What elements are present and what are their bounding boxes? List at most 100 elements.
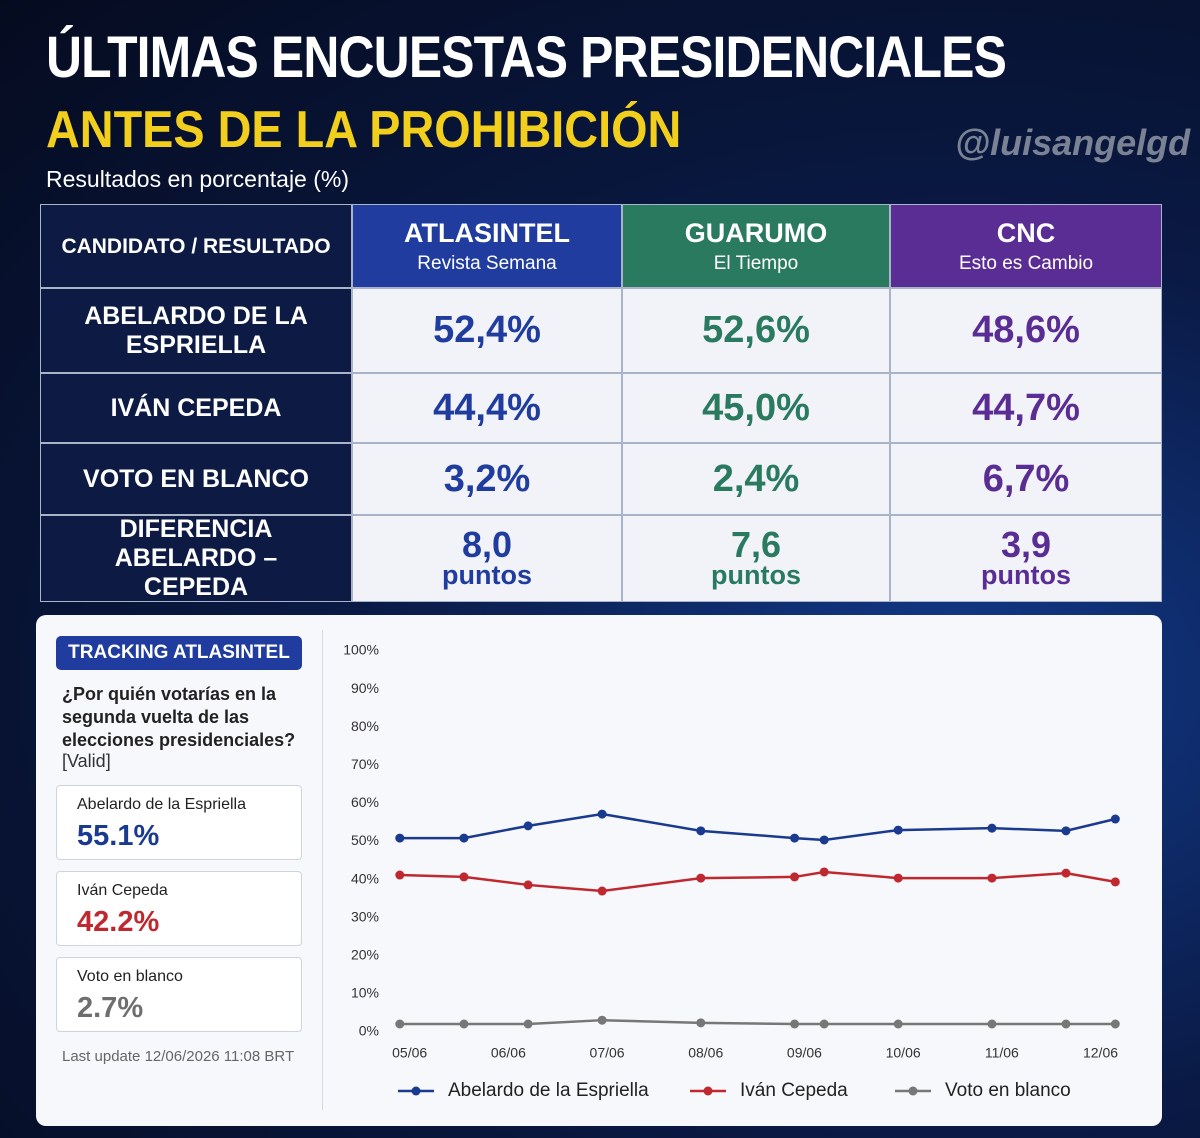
card-label: Voto en blanco	[77, 968, 183, 985]
series-line	[399, 812, 1116, 842]
panel	[36, 615, 1162, 1126]
point	[1061, 826, 1071, 836]
subtitle: ANTES DE LA PROHIBICIÓN	[46, 101, 682, 159]
note: Resultados en porcentaje (%)	[46, 166, 349, 192]
x-tick-label: 12/06	[1083, 1045, 1118, 1061]
point	[819, 867, 829, 877]
point	[597, 1015, 607, 1025]
point	[459, 1019, 469, 1029]
x-tick-label: 05/06	[392, 1045, 427, 1061]
value-cell: 6,7%	[890, 443, 1162, 515]
point	[790, 872, 800, 882]
point	[987, 873, 997, 883]
row-label: IVÁN CEPEDA	[40, 373, 352, 443]
value: 7,6	[730, 523, 782, 565]
pollster-header: ATLASINTEL Revista Semana	[352, 204, 622, 288]
point	[523, 821, 533, 831]
point	[819, 1019, 829, 1029]
card-value: 42.2%	[77, 906, 160, 938]
series-line	[399, 870, 1116, 893]
y-tick-label: 30%	[351, 908, 379, 924]
legend-label: Abelardo de la Espriella	[448, 1080, 649, 1101]
pollster-header: CNC Esto es Cambio	[890, 204, 1162, 288]
card-value: 2.7%	[77, 992, 144, 1024]
point	[395, 833, 405, 843]
point	[395, 870, 405, 880]
corner-cell: CANDIDATO / RESULTADO	[40, 204, 352, 288]
pollster-source: Esto es Cambio	[958, 252, 1094, 274]
value-cell: 44,4%	[352, 373, 622, 443]
pollster-source: El Tiempo	[713, 252, 799, 274]
point	[1110, 877, 1120, 887]
point	[987, 823, 997, 833]
legend-label: Voto en blanco	[945, 1080, 1071, 1101]
x-tick-label: 11/06	[985, 1045, 1019, 1061]
point	[1110, 1019, 1120, 1029]
y-tick-label: 90%	[351, 680, 379, 696]
point	[696, 873, 706, 883]
legend-label: Iván Cepeda	[740, 1080, 848, 1101]
row-label: VOTO EN BLANCO	[40, 443, 352, 515]
card-label: Abelardo de la Espriella	[77, 796, 246, 813]
y-tick-label: 100%	[343, 642, 379, 658]
title: ÚLTIMAS ENCUESTAS PRESIDENCIALES	[46, 25, 1007, 90]
divider	[322, 630, 323, 1110]
pollster-name: GUARUMO	[684, 217, 828, 248]
value-cell: 7,6 puntos	[622, 515, 890, 602]
pollster-header: GUARUMO El Tiempo	[622, 204, 890, 288]
value-cell: 8,0 puntos	[352, 515, 622, 602]
card-value: 55.1%	[77, 820, 160, 852]
card: Iván Cepeda 42.2%	[56, 871, 302, 946]
value-cell: 52,4%	[352, 288, 622, 373]
point	[597, 809, 607, 819]
point	[696, 1018, 706, 1028]
value: 8,0	[461, 523, 513, 565]
unit: puntos	[711, 559, 801, 590]
value-cell: 44,7%	[890, 373, 1162, 443]
value-cell: 45,0%	[622, 373, 890, 443]
card: Voto en blanco 2.7%	[56, 957, 302, 1032]
point	[1061, 868, 1071, 878]
point	[597, 886, 607, 896]
point	[790, 833, 800, 843]
point	[459, 833, 469, 843]
row-label: ABELARDO DE LA ESPRIELLA	[40, 288, 352, 373]
handle: @luisangelgd	[955, 122, 1191, 163]
x-tick-label: 09/06	[787, 1045, 822, 1061]
point	[790, 1019, 800, 1029]
pollster-name: CNC	[996, 217, 1056, 248]
value-cell: 52,6%	[622, 288, 890, 373]
row-label: DIFERENCIA ABELARDO – CEPEDA	[40, 515, 352, 602]
value-cell: 3,9 puntos	[890, 515, 1162, 602]
value: 3,9	[1000, 523, 1052, 565]
legend-marker	[411, 1086, 421, 1096]
point	[819, 835, 829, 845]
y-tick-label: 20%	[351, 947, 379, 963]
card: Abelardo de la Espriella 55.1%	[56, 785, 302, 860]
qualifier: [Valid]	[62, 751, 111, 771]
point	[523, 1019, 533, 1029]
y-tick-label: 70%	[351, 756, 379, 772]
value-cell: 3,2%	[352, 443, 622, 515]
point	[1061, 1019, 1071, 1029]
series-line	[399, 1018, 1116, 1026]
y-tick-label: 40%	[351, 870, 379, 886]
pollster-name: ATLASINTEL	[404, 217, 570, 248]
y-tick-label: 0%	[359, 1023, 379, 1039]
point	[893, 1019, 903, 1029]
badge: TRACKING ATLASINTEL	[56, 636, 302, 670]
point	[696, 826, 706, 836]
point	[893, 873, 903, 883]
unit: puntos	[981, 559, 1071, 590]
value-cell: 48,6%	[890, 288, 1162, 373]
unit: puntos	[442, 559, 532, 590]
y-tick-label: 80%	[351, 718, 379, 734]
x-tick-label: 07/06	[590, 1045, 625, 1061]
point	[987, 1019, 997, 1029]
value-cell: 2,4%	[622, 443, 890, 515]
point	[395, 1019, 405, 1029]
x-tick-label: 06/06	[491, 1045, 526, 1061]
point	[1110, 814, 1120, 824]
